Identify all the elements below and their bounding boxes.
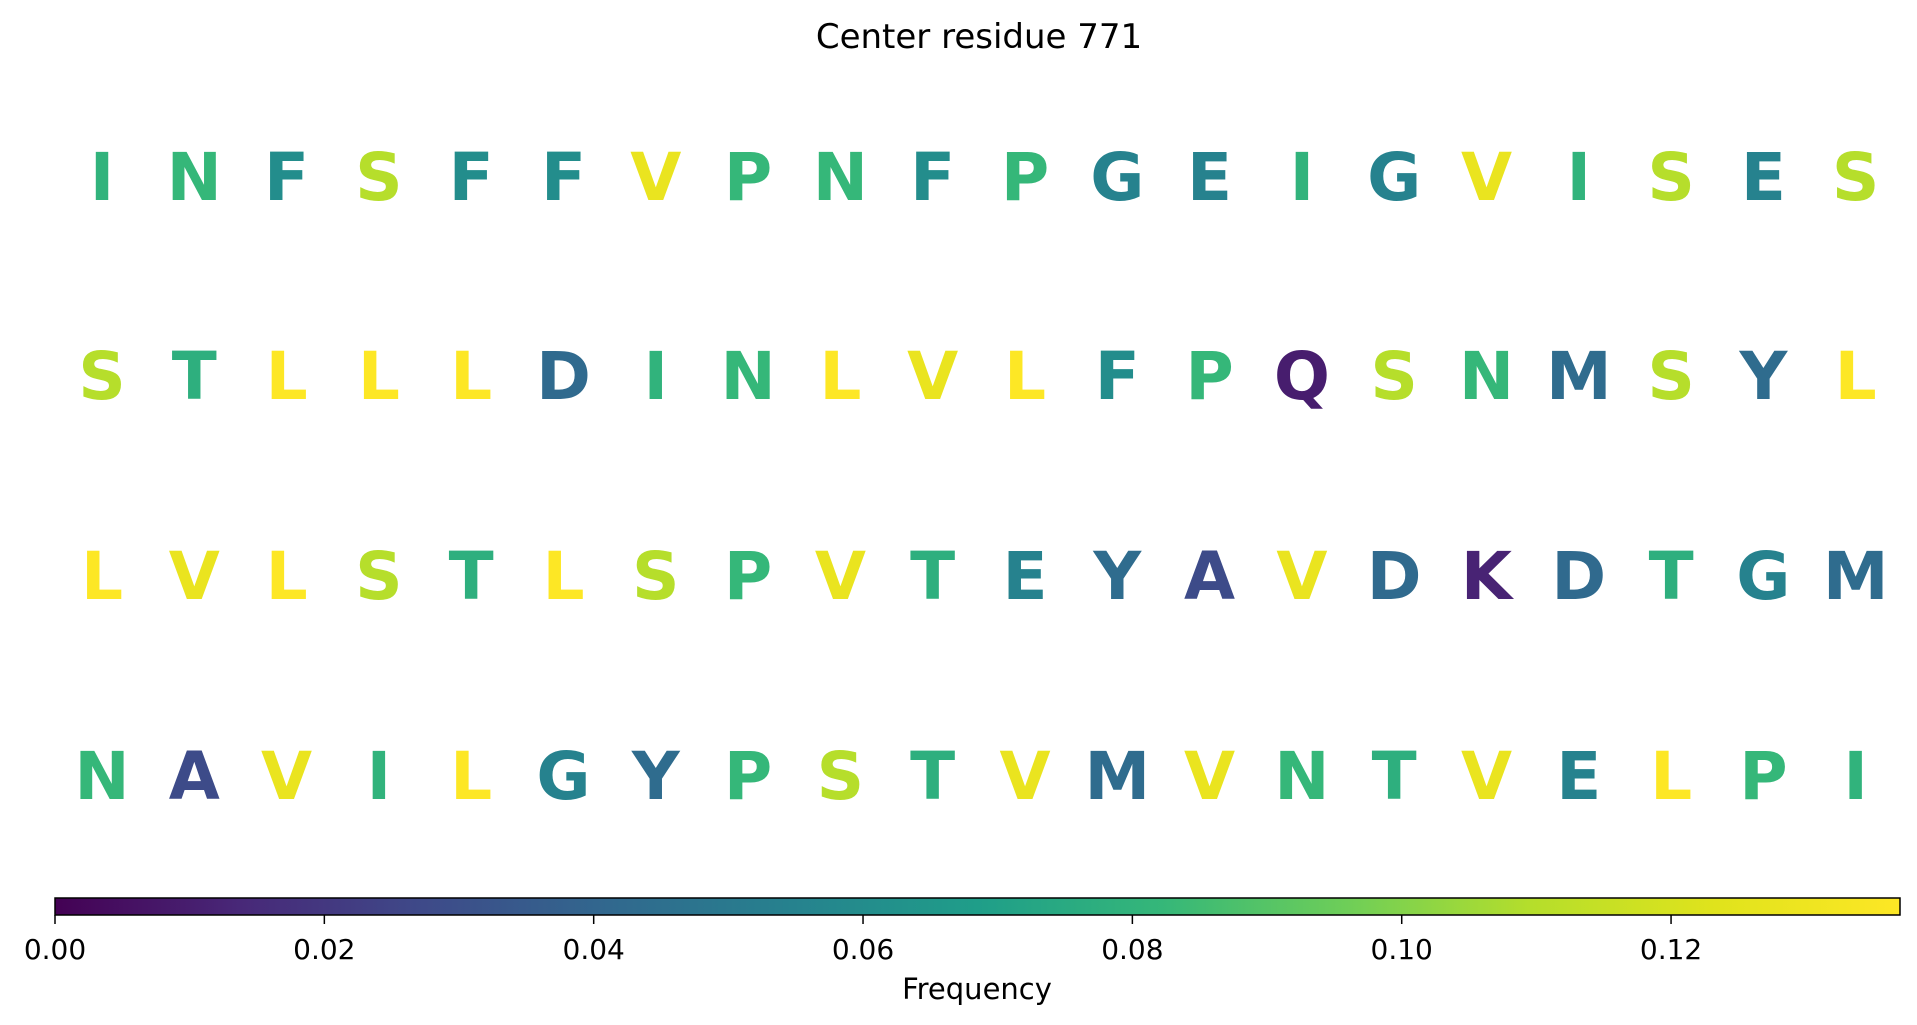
residue-letter: N — [720, 338, 775, 415]
colorbar-tick-label: 0.08 — [1101, 933, 1163, 966]
residue-letter: F — [449, 139, 494, 216]
residue-letter: S — [632, 538, 680, 615]
residue-letter: L — [819, 338, 861, 415]
residue-letter: V — [815, 538, 866, 615]
residue-letter: I — [90, 139, 115, 216]
residue-letter: T — [1649, 538, 1694, 615]
colorbar-label: Frequency — [902, 972, 1052, 1006]
residue-letter: A — [1184, 538, 1235, 615]
residue-letter: N — [1274, 738, 1329, 815]
residue-letter: V — [1461, 139, 1512, 216]
residue-letter: L — [266, 538, 308, 615]
residue-letter: D — [1367, 538, 1422, 615]
residue-letter: F — [264, 139, 309, 216]
residue-letter: L — [358, 338, 400, 415]
residue-letter: E — [1741, 139, 1786, 216]
residue-letter: L — [1004, 338, 1046, 415]
colorbar — [54, 897, 1901, 916]
residue-letter: P — [1001, 139, 1049, 216]
residue-letter: K — [1461, 538, 1515, 615]
residue-letter: L — [450, 738, 492, 815]
residue-letter: L — [266, 338, 308, 415]
residue-letter: I — [367, 738, 392, 815]
residue-letter: D — [1551, 538, 1606, 615]
residue-letter: Y — [1092, 538, 1142, 615]
residue-letter: P — [724, 738, 772, 815]
colorbar-tick-label: 0.06 — [832, 933, 894, 966]
residue-letter: P — [1739, 738, 1787, 815]
residue-letter: V — [1461, 738, 1512, 815]
residue-letter: M — [1546, 338, 1612, 415]
residue-letter: E — [1556, 738, 1601, 815]
residue-letter: V — [169, 538, 220, 615]
residue-letter: L — [450, 338, 492, 415]
residue-letter: T — [449, 538, 494, 615]
residue-letter: L — [1650, 738, 1692, 815]
residue-letter: S — [1370, 338, 1418, 415]
residue-letter: I — [644, 338, 669, 415]
colorbar-tick-label: 0.04 — [563, 933, 625, 966]
residue-letter: S — [78, 338, 126, 415]
residue-letter: I — [1290, 139, 1315, 216]
chart-title: Center residue 771 — [816, 17, 1142, 57]
residue-letter: V — [1276, 538, 1327, 615]
residue-letter: T — [910, 738, 955, 815]
residue-letter: F — [910, 139, 955, 216]
residue-letter: G — [536, 738, 590, 815]
residue-letter: P — [724, 139, 772, 216]
residue-letter: N — [1459, 338, 1514, 415]
residue-letter: V — [907, 338, 958, 415]
residue-letter: S — [1832, 139, 1880, 216]
residue-letter: G — [1090, 139, 1144, 216]
residue-letter: S — [817, 738, 865, 815]
residue-letter: N — [813, 139, 868, 216]
residue-letter: P — [724, 538, 772, 615]
letter-grid: I N F S F F V P N F P G E I G V I S E SS T L L L D I N L V L F P Q S N M S Y L… — [74, 139, 1888, 815]
residue-letter: N — [167, 139, 222, 216]
colorbar-tick-label: 0.02 — [293, 933, 355, 966]
colorbar-tick-label: 0.10 — [1371, 933, 1433, 966]
residue-letter: V — [1184, 738, 1235, 815]
residue-letter: A — [169, 738, 220, 815]
residue-letter: Y — [1739, 338, 1789, 415]
residue-letter: F — [541, 139, 586, 216]
residue-letter: G — [1367, 139, 1421, 216]
colorbar-tick-label: 0.12 — [1640, 933, 1702, 966]
residue-letter: P — [1185, 338, 1233, 415]
residue-letter: T — [910, 538, 955, 615]
residue-letter: F — [1095, 338, 1140, 415]
residue-letter: L — [542, 538, 584, 615]
residue-letter: S — [355, 139, 403, 216]
residue-letter: S — [1647, 139, 1695, 216]
residue-letter: I — [1843, 738, 1868, 815]
residue-letter: S — [355, 538, 403, 615]
residue-letter: N — [74, 738, 129, 815]
residue-letter: S — [1647, 338, 1695, 415]
residue-letter: M — [1084, 738, 1150, 815]
residue-letter: Y — [631, 738, 681, 815]
residue-letter: L — [1835, 338, 1877, 415]
residue-letter: Q — [1274, 338, 1330, 415]
residue-letter: D — [536, 338, 591, 415]
residue-letter: V — [261, 738, 312, 815]
residue-letter: G — [1736, 538, 1790, 615]
residue-letter: M — [1823, 538, 1889, 615]
residue-letter: I — [1567, 139, 1592, 216]
residue-letter: V — [630, 139, 681, 216]
colorbar-tick-label: 0.00 — [24, 933, 86, 966]
colorbar-ticks: 0.00 0.02 0.04 0.06 0.08 0.10 0.12 — [24, 915, 1702, 966]
residue-letter: E — [1002, 538, 1047, 615]
residue-letter: V — [999, 738, 1050, 815]
residue-letter: T — [172, 338, 217, 415]
residue-letter: T — [1372, 738, 1417, 815]
residue-letter: E — [1187, 139, 1232, 216]
residue-letter: L — [81, 538, 123, 615]
